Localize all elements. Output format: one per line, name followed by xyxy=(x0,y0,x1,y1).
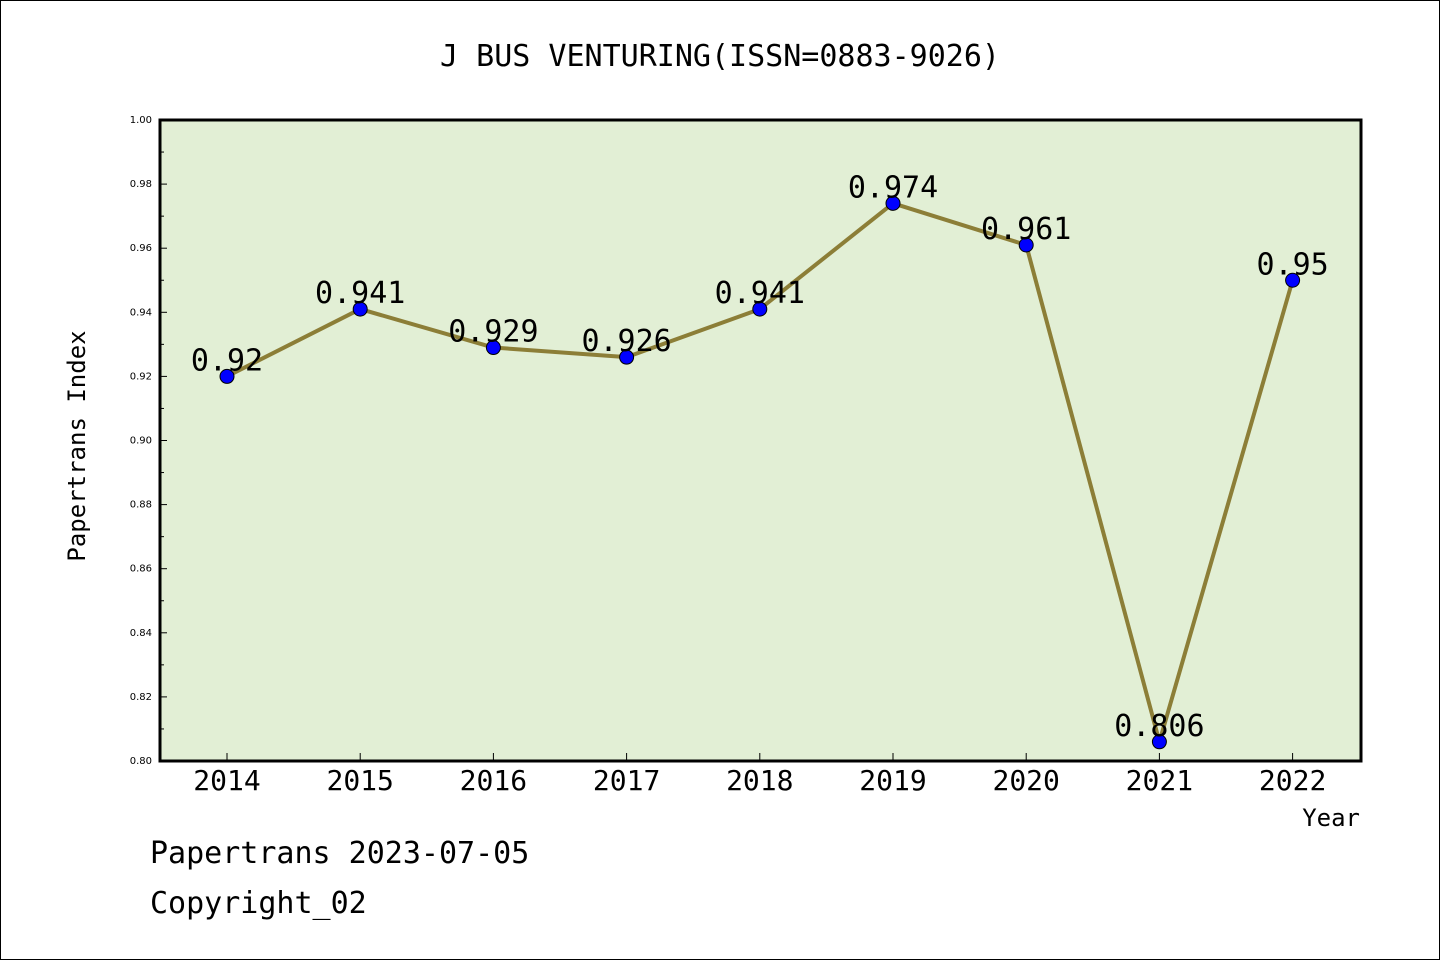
x-tick-label: 2020 xyxy=(992,764,1059,797)
x-tick-label: 2018 xyxy=(726,764,793,797)
data-point xyxy=(1285,272,1301,288)
data-label: 0.941 xyxy=(315,276,405,311)
data-labels: 0.92 0.941 0.929 0.926 0.941 0.974 0.961 0.806 0… xyxy=(191,170,1329,743)
y-tick-label: 0.82 xyxy=(130,692,152,703)
y-tick-label: 0.94 xyxy=(130,307,152,318)
data-point xyxy=(752,301,768,317)
y-axis-label: Papertrans Index xyxy=(63,330,91,561)
y-tick-label: 0.80 xyxy=(130,756,152,767)
data-label: 0.929 xyxy=(448,315,538,350)
data-point xyxy=(219,368,235,384)
data-label: 0.974 xyxy=(848,170,938,205)
y-tick-label: 0.86 xyxy=(130,564,152,575)
x-tick-label: 2022 xyxy=(1259,764,1326,797)
x-tick-label: 2014 xyxy=(193,764,260,797)
data-label: 0.95 xyxy=(1256,247,1328,282)
data-label: 0.961 xyxy=(981,212,1071,247)
data-point xyxy=(1018,237,1034,253)
y-tick-label: 0.92 xyxy=(130,371,152,382)
series-markers xyxy=(219,195,1301,750)
y-tick-label: 1.00 xyxy=(130,115,152,126)
y-tick-label: 0.90 xyxy=(130,436,152,447)
chart-title: J BUS VENTURING(ISSN=0883-9026) xyxy=(440,39,1000,74)
data-point xyxy=(1151,734,1167,750)
x-tick-label: 2016 xyxy=(460,764,527,797)
data-label: 0.926 xyxy=(581,324,671,359)
y-tick-label: 0.98 xyxy=(130,179,152,190)
x-tick-label: 2015 xyxy=(326,764,393,797)
x-axis-label: Year xyxy=(1302,804,1360,832)
y-tick-label: 0.96 xyxy=(130,243,152,254)
plot-border xyxy=(158,118,1363,763)
x-tick-label: 2021 xyxy=(1126,764,1193,797)
data-point xyxy=(485,340,501,356)
x-tick-label: 2019 xyxy=(859,764,926,797)
y-tick-label: 0.88 xyxy=(130,500,152,511)
data-point xyxy=(619,349,635,365)
data-label: 0.92 xyxy=(191,343,263,378)
y-tick-label: 0.84 xyxy=(130,628,152,639)
footer-copyright: Copyright_02 xyxy=(150,886,367,921)
footer-date: Papertrans 2023-07-05 xyxy=(150,836,530,871)
plot-area xyxy=(160,120,1361,761)
data-label: 0.941 xyxy=(715,276,805,311)
x-tick-label: 2017 xyxy=(593,764,660,797)
data-point xyxy=(885,195,901,211)
data-label: 0.806 xyxy=(1114,709,1204,744)
x-axis-ticks: 2014 2015 2016 2017 2018 2019 2020 2021 2022 xyxy=(193,753,1326,797)
data-point xyxy=(352,301,368,317)
